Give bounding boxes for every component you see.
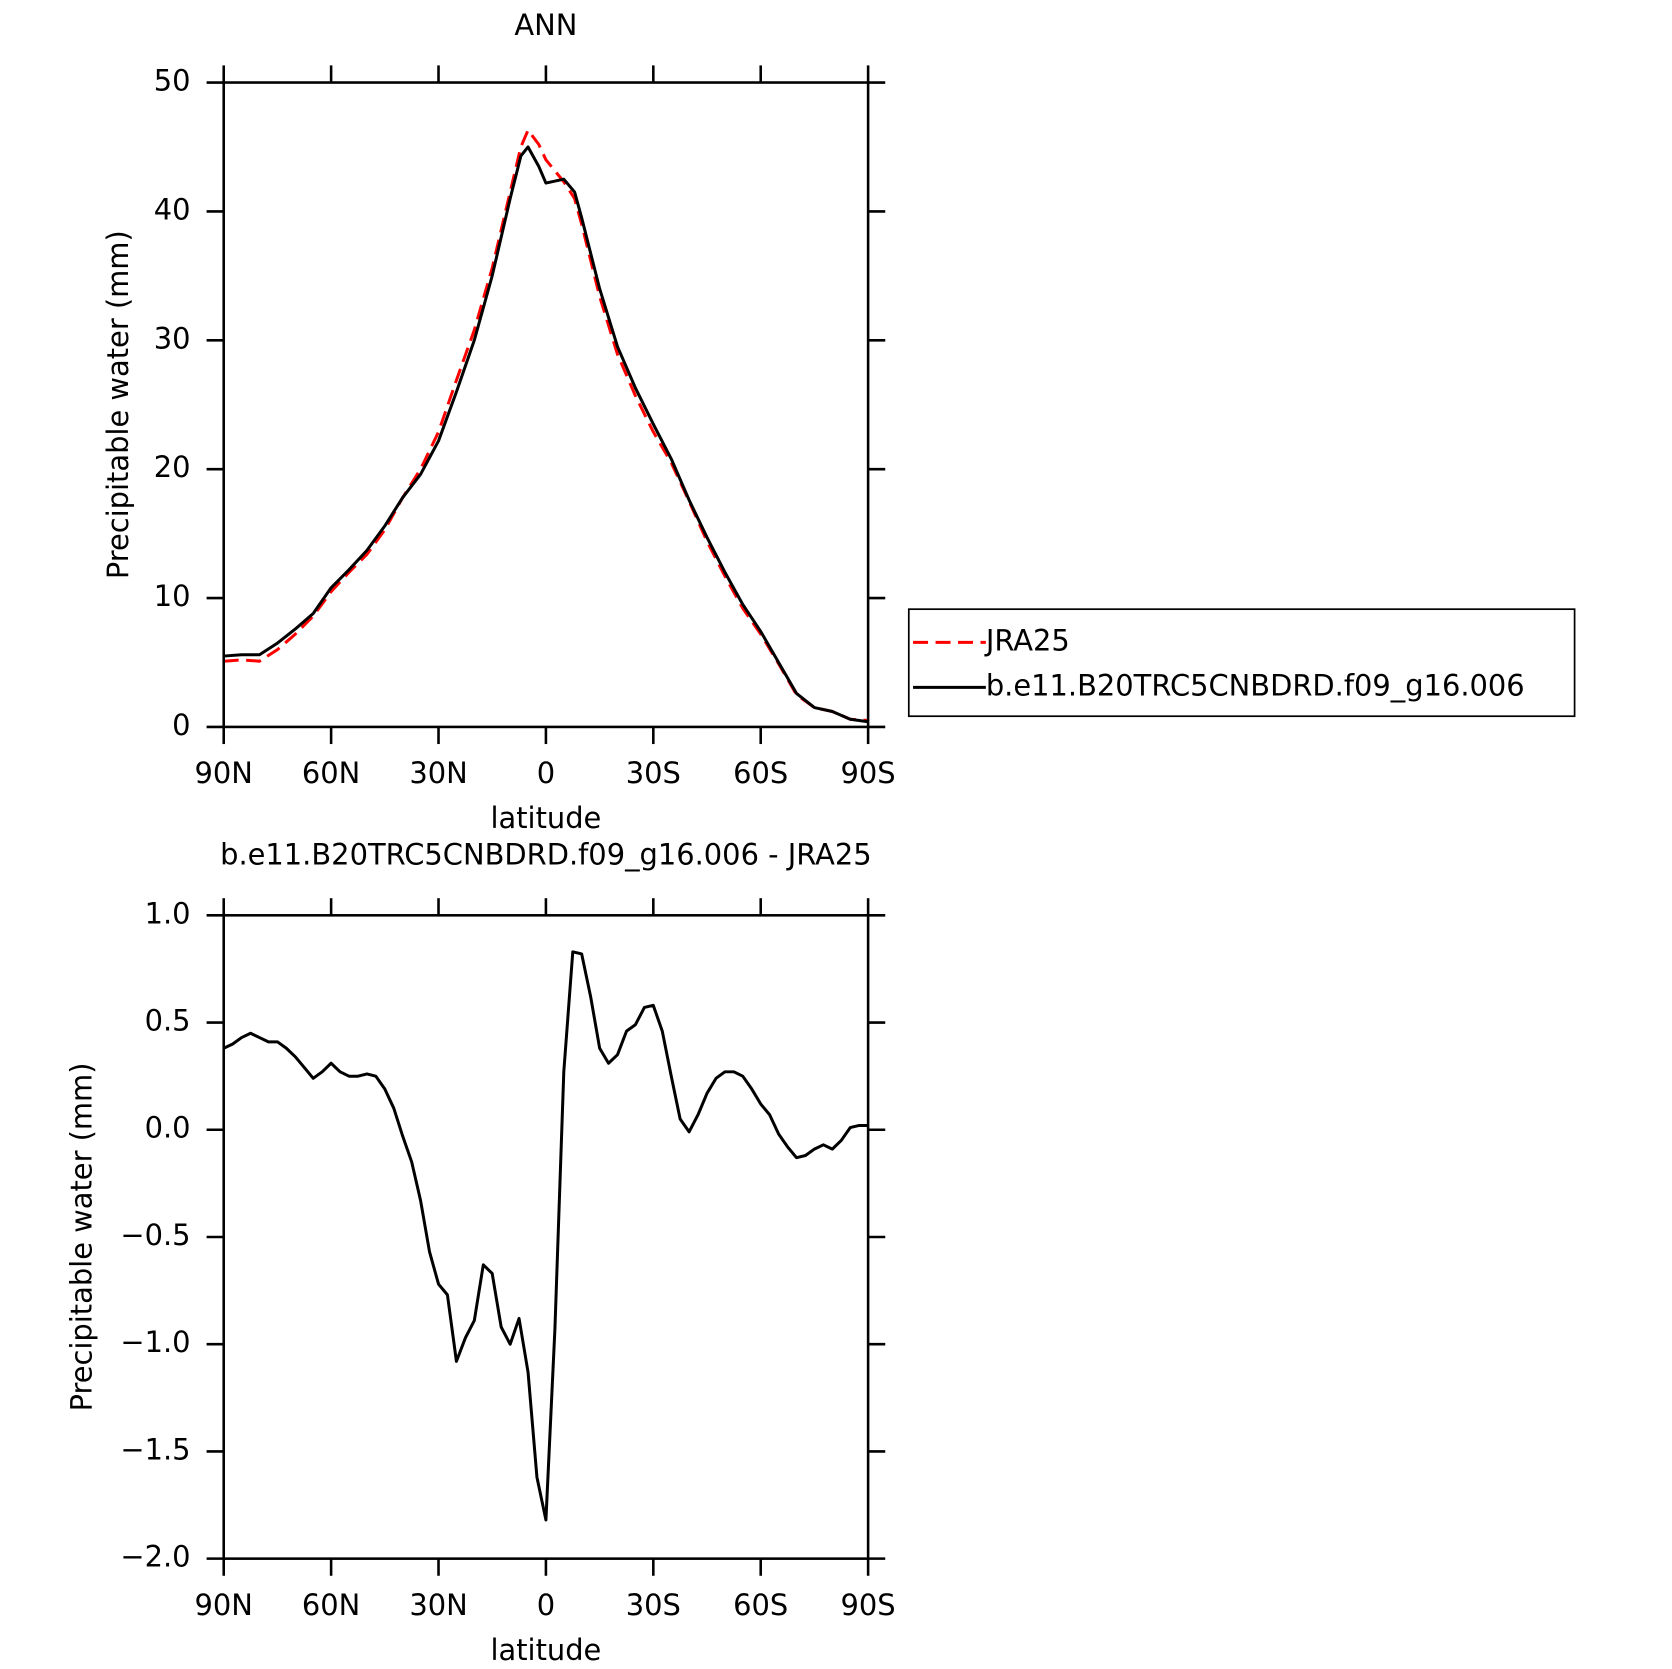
x-tick-label: 60S	[733, 756, 788, 790]
x-tick-label: 0	[537, 1588, 555, 1622]
y-tick-label: 10	[154, 579, 191, 613]
x-tick-label: 90N	[195, 1588, 253, 1622]
x-tick-label: 90N	[195, 756, 253, 790]
y-tick-label: −2.0	[120, 1540, 190, 1574]
legend-box	[907, 608, 1576, 718]
x-tick-label: 60S	[733, 1588, 788, 1622]
y-tick-label: −1.0	[120, 1325, 190, 1359]
chart-title: b.e11.B20TRC5CNBDRD.f09_g16.006 - JRA25	[220, 837, 872, 871]
x-tick-label: 90S	[841, 1588, 896, 1622]
data-line	[223, 950, 869, 1522]
y-tick-label: 50	[154, 64, 191, 98]
legend: JRA25 b.e11.B20TRC5CNBDRD.f09_g16.006	[907, 608, 1576, 718]
x-tick-label: 0	[537, 756, 555, 790]
y-axis-label: Precipitable water (mm)	[101, 230, 135, 579]
y-tick-label: 30	[154, 321, 191, 355]
x-axis-label: latitude	[490, 801, 601, 835]
y-tick-label: 0	[172, 708, 190, 742]
legend-label: JRA25	[984, 623, 1070, 657]
plot-frame	[222, 81, 870, 729]
x-tick-label: 90S	[841, 756, 896, 790]
plot-frame	[222, 914, 870, 1560]
legend-label: b.e11.B20TRC5CNBDRD.f09_g16.006	[986, 668, 1525, 702]
data-line	[223, 145, 869, 724]
y-tick-label: 1.0	[145, 896, 191, 930]
y-tick-label: 0.0	[145, 1111, 191, 1145]
x-tick-label: 60N	[302, 756, 360, 790]
y-tick-label: −0.5	[120, 1218, 190, 1252]
x-tick-label: 30S	[626, 756, 681, 790]
x-tick-label: 30S	[626, 1588, 681, 1622]
data-line	[223, 128, 869, 722]
x-tick-label: 30N	[409, 1588, 467, 1622]
x-tick-label: 30N	[409, 756, 467, 790]
x-axis-label: latitude	[490, 1633, 601, 1667]
y-tick-label: −1.5	[120, 1432, 190, 1466]
y-tick-label: 0.5	[145, 1004, 191, 1038]
chart-title: ANN	[514, 8, 577, 42]
y-tick-label: 20	[154, 450, 191, 484]
y-axis-label: Precipitable water (mm)	[64, 1063, 98, 1412]
y-tick-label: 40	[154, 192, 191, 226]
x-tick-label: 60N	[302, 1588, 360, 1622]
